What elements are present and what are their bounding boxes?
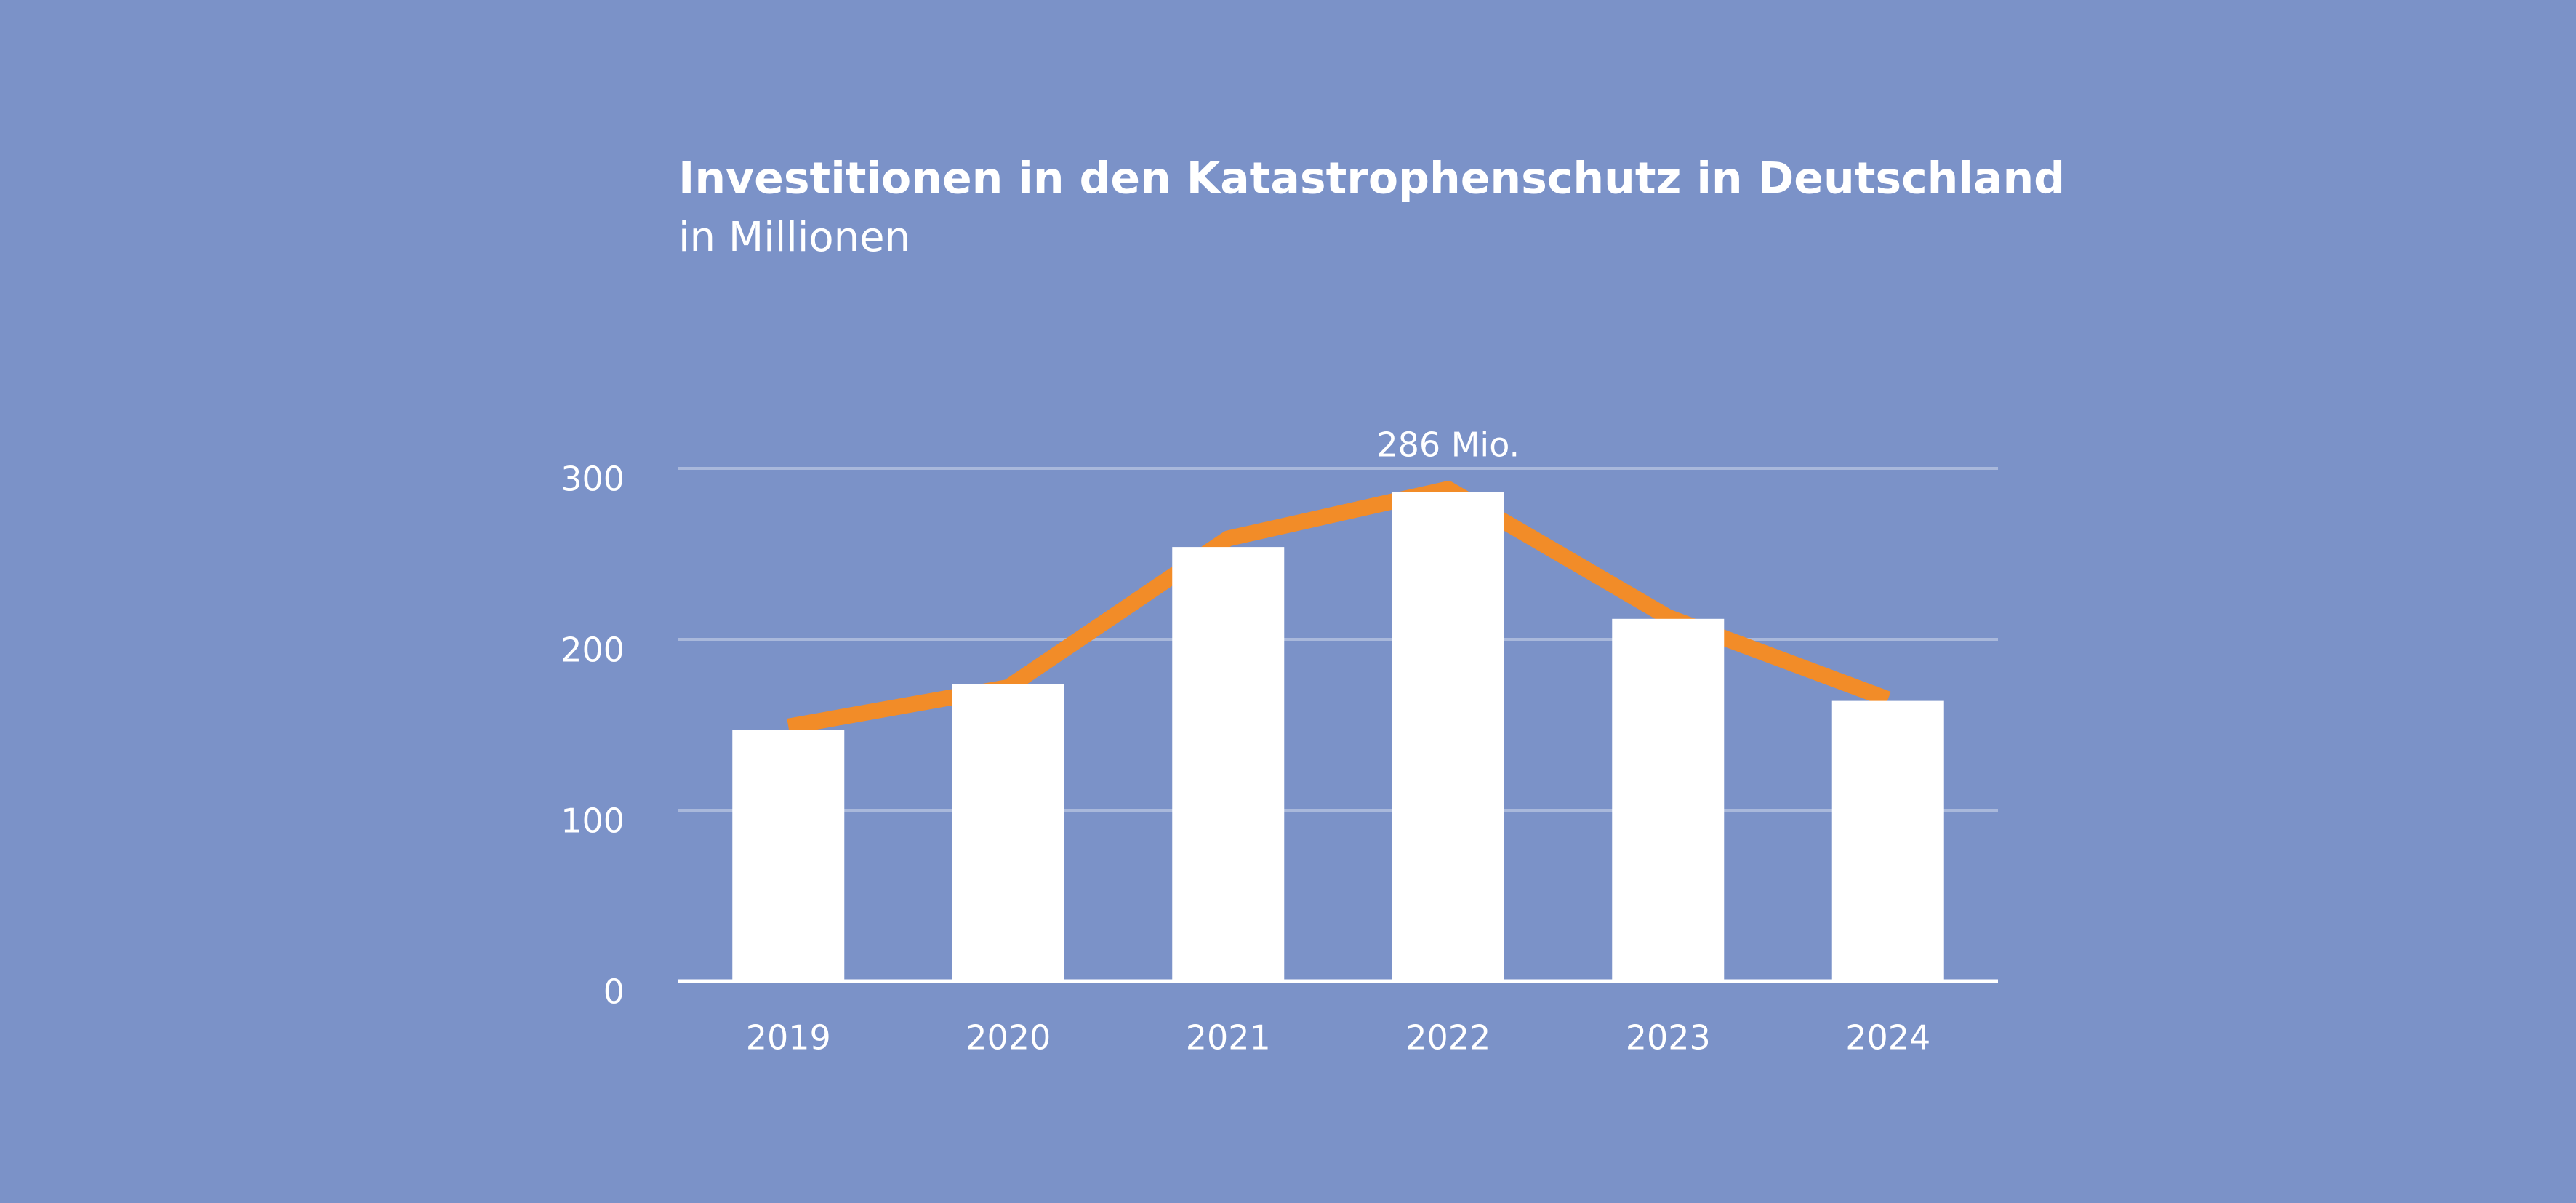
y-tick-label: 100 xyxy=(561,802,625,841)
bar xyxy=(1612,618,1725,981)
bar xyxy=(1172,547,1285,981)
x-tick-label: 2024 xyxy=(1845,1018,1930,1058)
bar xyxy=(952,684,1064,981)
chart-title: Investitionen in den Katastrophenschutz … xyxy=(678,153,2065,204)
bar xyxy=(1831,700,1944,981)
bar xyxy=(732,730,845,981)
x-tick-label: 2022 xyxy=(1405,1018,1490,1058)
data-label: 286 Mio. xyxy=(1376,425,1520,464)
x-tick-label: 2021 xyxy=(1186,1018,1271,1058)
x-tick-label: 2019 xyxy=(746,1018,831,1058)
y-tick-label: 200 xyxy=(561,631,625,670)
x-tick-label: 2020 xyxy=(966,1018,1051,1058)
bar xyxy=(1392,492,1504,981)
y-tick-label: 0 xyxy=(603,972,625,1012)
y-tick-label: 300 xyxy=(561,460,625,499)
chart-subtitle: in Millionen xyxy=(678,214,910,261)
x-tick-label: 2023 xyxy=(1626,1018,1711,1058)
